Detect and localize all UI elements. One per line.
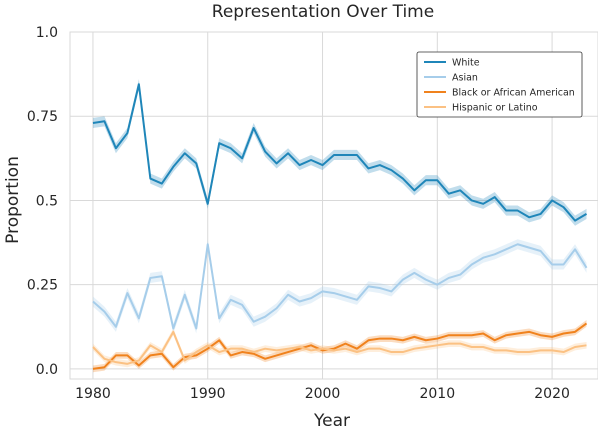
x-tick-label: 1990 [190, 386, 226, 402]
y-tick-label: 0.0 [36, 362, 58, 378]
x-tick-label: 1980 [75, 386, 111, 402]
asian-legend-label: Asian [452, 73, 478, 84]
plot-frame [69, 31, 598, 380]
series-lines [92, 83, 588, 370]
x-tick-label: 2010 [419, 386, 455, 402]
legend: White Asian Black or African American Hispa… [416, 51, 583, 118]
x-tick-label: 2000 [305, 386, 341, 402]
y-tick-label: 0.25 [27, 278, 58, 294]
hispanic-or-latino-legend-label: Hispanic or Latino [452, 103, 538, 114]
black-or-african-american-legend-label: Black or African American [452, 88, 575, 99]
y-tick-labels: 0.0 0.25 0.5 0.75 1.0 [27, 25, 58, 378]
x-tick-labels: 1980 1990 2000 2010 2020 [75, 386, 570, 402]
confidence-bands [92, 79, 587, 373]
white-band [92, 79, 587, 226]
x-tick-label: 2020 [534, 386, 570, 402]
chart-title: Representation Over Time [212, 2, 434, 22]
asian-line [92, 243, 588, 330]
y-tick-label: 0.75 [27, 109, 58, 125]
y-axis-label: Proportion [3, 156, 23, 244]
legend-box [416, 51, 583, 118]
black-or-african-american-line [92, 322, 588, 370]
x-axis-label: Year [313, 411, 350, 429]
white-legend-label: White [452, 58, 480, 69]
y-tick-label: 0.5 [36, 193, 58, 209]
y-tick-label: 1.0 [36, 25, 58, 41]
white-line [92, 83, 588, 222]
hispanic-or-latino-band [92, 328, 587, 368]
asian-band [92, 239, 587, 334]
hispanic-or-latino-line [92, 330, 587, 365]
